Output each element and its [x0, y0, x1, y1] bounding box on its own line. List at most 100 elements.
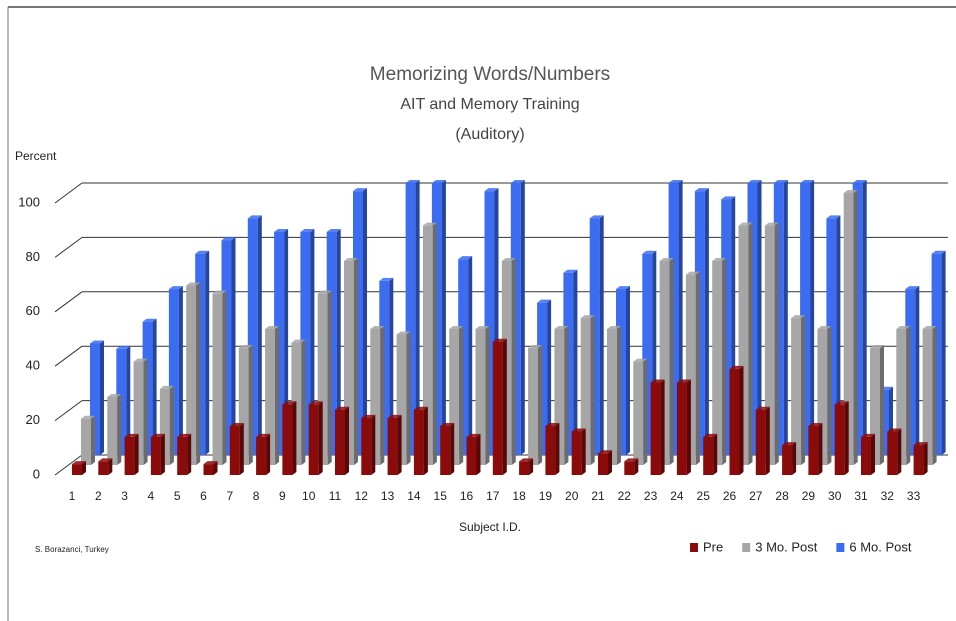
bar	[791, 315, 806, 465]
bar-front	[843, 193, 854, 465]
bar-front	[413, 409, 424, 475]
x-tick-label: 11	[329, 489, 342, 503]
bar-side	[915, 286, 920, 455]
bar	[475, 326, 490, 465]
bar-top	[98, 458, 113, 462]
bar-top	[274, 228, 289, 232]
bar-top	[703, 433, 718, 437]
bar	[580, 315, 595, 465]
x-tick-label: 1	[69, 489, 76, 503]
bar-side	[91, 415, 95, 465]
bar	[738, 222, 753, 465]
bar-front	[817, 329, 828, 465]
bar-front	[650, 382, 661, 475]
bar-side	[880, 345, 884, 465]
bar-front	[440, 426, 451, 475]
bar-top	[291, 339, 306, 343]
bar-top	[650, 379, 665, 383]
x-tick-label: 25	[697, 489, 711, 503]
bar-front	[519, 461, 530, 475]
bar	[265, 326, 280, 465]
bar-top	[247, 215, 262, 219]
bar-side	[100, 340, 104, 455]
bar-top	[580, 315, 595, 319]
bar-side	[310, 228, 315, 455]
bar-front	[186, 285, 197, 465]
bar	[72, 461, 86, 475]
bar-side	[818, 423, 823, 475]
chart-subtitle: AIT and Memory Training	[400, 96, 579, 113]
bar	[492, 338, 507, 475]
x-tick-label: 27	[749, 489, 763, 503]
bar	[344, 258, 358, 465]
bar-side	[152, 318, 157, 455]
bar-front	[247, 218, 258, 455]
bar-side	[485, 326, 490, 465]
bar	[913, 442, 928, 475]
grid-line	[54, 400, 83, 422]
bar-front	[256, 436, 267, 475]
bar-top	[571, 428, 586, 432]
bar-side	[143, 358, 148, 465]
bar-top	[931, 250, 946, 254]
bar	[764, 222, 779, 465]
bar	[440, 423, 455, 475]
x-tick-label: 26	[723, 489, 737, 503]
bar-side	[178, 286, 183, 455]
bar-side	[617, 326, 621, 465]
bar-side	[423, 406, 428, 475]
y-tick-label: 80	[26, 249, 40, 264]
bar-side	[538, 345, 543, 465]
bar-side	[134, 433, 139, 475]
x-tick-label: 9	[279, 489, 286, 503]
bar	[449, 326, 464, 465]
bar-side	[415, 180, 420, 455]
bar-top	[834, 401, 849, 405]
bar	[607, 326, 621, 465]
bar-side	[713, 433, 718, 475]
bar-side	[345, 406, 349, 475]
bar-side	[765, 406, 770, 475]
bar	[808, 423, 823, 475]
bar	[887, 428, 902, 475]
bar-side	[397, 414, 402, 475]
bar-front	[685, 274, 696, 465]
x-tick-label: 18	[512, 489, 526, 503]
bar-top	[685, 271, 700, 275]
x-tick-label: 31	[854, 489, 868, 503]
bar-top	[484, 188, 499, 192]
bar	[676, 379, 691, 475]
bar-front	[729, 368, 740, 475]
bar-side	[336, 228, 341, 455]
x-tick-label: 24	[670, 489, 684, 503]
bar-top	[370, 326, 385, 329]
bar-top	[142, 318, 157, 322]
bar-front	[344, 261, 354, 465]
x-tick-label: 2	[95, 489, 102, 503]
bar-side	[590, 315, 595, 465]
bar	[247, 215, 262, 455]
bar-front	[335, 409, 345, 475]
bar-side	[871, 433, 875, 475]
grid-line	[54, 345, 83, 367]
bar	[861, 433, 875, 475]
bar-front	[177, 436, 188, 475]
bar-front	[703, 436, 714, 475]
bar	[81, 415, 95, 465]
bar-front	[98, 461, 109, 475]
bar	[159, 385, 174, 465]
legend-swatch	[836, 543, 845, 552]
bar-side	[169, 385, 174, 465]
bar	[370, 326, 385, 465]
bar-front	[554, 329, 565, 465]
bar-top	[887, 428, 902, 432]
bar	[282, 401, 297, 475]
bar-side	[275, 326, 280, 465]
bar-top	[808, 423, 823, 427]
bar-top	[913, 442, 928, 446]
bar-front	[633, 361, 644, 465]
bar-front	[308, 404, 319, 475]
bar-front	[808, 426, 819, 475]
bar	[124, 433, 139, 475]
bar-front	[607, 329, 617, 465]
